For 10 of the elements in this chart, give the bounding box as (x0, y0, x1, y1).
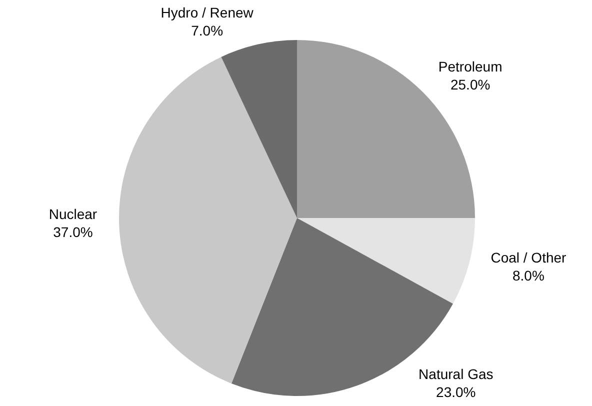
slice-label: Petroleum (438, 58, 502, 74)
slice-label: Coal / Other (490, 250, 567, 266)
data-label: 8.0% (512, 268, 544, 284)
slice-label: Nuclear (48, 206, 98, 222)
data-label: 23.0% (436, 384, 476, 400)
slice-label: Natural Gas (418, 366, 494, 382)
data-label: 7.0% (191, 22, 224, 39)
data-label: 37.0% (53, 224, 93, 240)
slice-label: Hydro / Renew (160, 4, 254, 21)
data-label: 25.0% (450, 76, 490, 92)
